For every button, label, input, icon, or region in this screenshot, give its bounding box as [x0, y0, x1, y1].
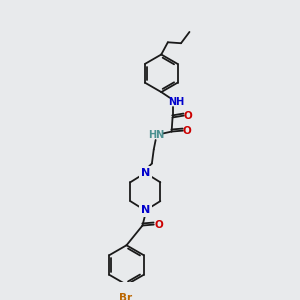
Text: N: N	[141, 168, 150, 178]
Text: Br: Br	[119, 293, 132, 300]
Text: HN: HN	[148, 130, 165, 140]
Text: O: O	[183, 111, 192, 121]
Text: O: O	[154, 220, 163, 230]
Text: O: O	[182, 126, 191, 136]
Text: NH: NH	[168, 98, 184, 107]
Text: N: N	[141, 206, 150, 215]
